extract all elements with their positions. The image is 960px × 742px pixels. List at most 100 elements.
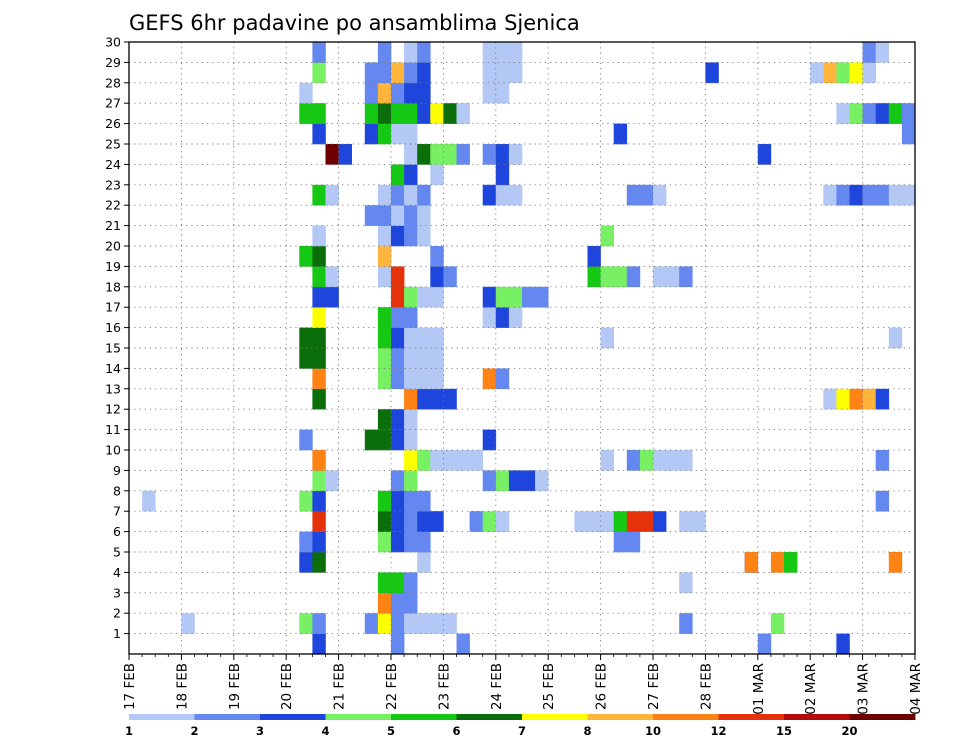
y-tick-label: 23 [105,177,121,192]
heatmap-cell [377,82,392,104]
heatmap-cell [404,327,418,349]
heatmap-cell [404,490,418,512]
heatmap-cell [404,164,418,186]
x-tick-label: 03 MAR [856,663,872,715]
heatmap-cell [312,531,326,553]
heatmap-cell [364,103,379,124]
heatmap-cell [404,531,418,553]
y-tick-label: 4 [113,565,121,580]
heatmap-cell [679,266,693,288]
heatmap-cell [299,429,313,451]
heatmap-cell [705,62,719,84]
heatmap-cell [312,225,326,247]
y-tick-label: 27 [105,96,121,111]
heatmap-cell [391,266,405,288]
heatmap-cell [364,82,379,104]
y-tick-label: 29 [105,55,121,70]
heatmap-cell [875,490,890,512]
y-tick-label: 2 [113,606,121,621]
heatmap-cell [626,450,641,471]
heatmap-cell [653,184,667,206]
heatmap-cell [443,103,457,124]
heatmap-cell [417,286,431,308]
heatmap-cell [417,552,431,573]
heatmap-cell [312,103,326,124]
heatmap-cell [417,531,431,553]
heatmap-cell [404,286,418,308]
heatmap-cell [377,246,392,267]
heatmap-cell [391,490,405,512]
x-tick-label: 20 FEB [279,663,295,710]
heatmap-cell [430,613,444,634]
heatmap-cell [535,470,549,492]
heatmap-cell [600,225,614,247]
y-tick-label: 19 [105,259,121,274]
heatmap-cell [377,531,392,553]
heatmap-cell [325,470,339,492]
heatmap-cell [391,633,405,655]
heatmap-cell [312,42,326,63]
y-tick-label: 22 [105,198,121,213]
heatmap-cell [391,164,405,186]
colorbar-swatch [391,714,457,720]
heatmap-cell [679,511,693,532]
heatmap-cell [574,511,588,532]
colorbar-label: 8 [583,724,591,738]
heatmap-cell [404,511,418,532]
heatmap-cell [495,470,510,492]
heatmap-cell [391,205,405,226]
heatmap-cell [299,613,313,634]
heatmap-cell [299,82,313,104]
y-tick-label: 8 [113,483,121,498]
heatmap-cell [312,266,326,288]
heatmap-cell [482,368,497,390]
heatmap-cell [836,62,850,84]
heatmap-cell [404,450,418,471]
heatmap-cell [417,450,431,471]
heatmap-cell [299,327,313,349]
x-tick-label: 26 FEB [594,663,610,710]
heatmap-cell [495,184,510,206]
heatmap-cell [901,103,916,124]
x-tick-label: 18 FEB [174,663,190,710]
heatmap-cell [823,62,837,84]
heatmap-cell [312,490,326,512]
heatmap-cell [653,450,667,471]
heatmap-cell [312,348,326,369]
heatmap-cell [862,42,876,63]
heatmap-cell [888,103,903,124]
heatmap-cell [849,184,863,206]
heatmap-cell [875,450,890,471]
x-tick-label: 23 FEB [436,663,452,710]
heatmap-cell [692,511,706,532]
heatmap-cell [626,266,641,288]
heatmap-cell [364,123,379,145]
heatmap-cell [639,450,654,471]
heatmap-cell [600,266,614,288]
colorbar-label: 7 [518,724,526,738]
heatmap-cell [613,123,628,145]
heatmap-cell [391,184,405,206]
heatmap-cell [391,327,405,349]
heatmap-cell [404,429,418,451]
heatmap-cell [404,368,418,390]
heatmap-cell [391,62,405,84]
x-axis: 17 FEB 18 FEB 19 FEB 20 FEB 21 FEB 22 FEB 23 F… [122,654,924,715]
x-tick-label: 01 MAR [751,663,767,715]
heatmap-cell [430,144,444,165]
heatmap-cell [377,429,392,451]
heatmap-cell [757,633,772,655]
colorbar-legend: 1 2 3 4 5 6 7 8 10 12 15 20 [125,714,916,738]
heatmap-cell [391,592,405,614]
heatmap-cell [482,511,497,532]
colorbar-label: 2 [190,724,198,738]
heatmap-cell [862,103,876,124]
heatmap-cell [430,164,444,186]
heatmap-cell [770,613,785,634]
heatmap-cell [456,103,470,124]
heatmap-cell [613,531,628,553]
heatmap-cell [810,62,824,84]
heatmap-cell [443,144,457,165]
heatmap-cell [443,613,457,634]
heatmap-cell [495,164,510,186]
